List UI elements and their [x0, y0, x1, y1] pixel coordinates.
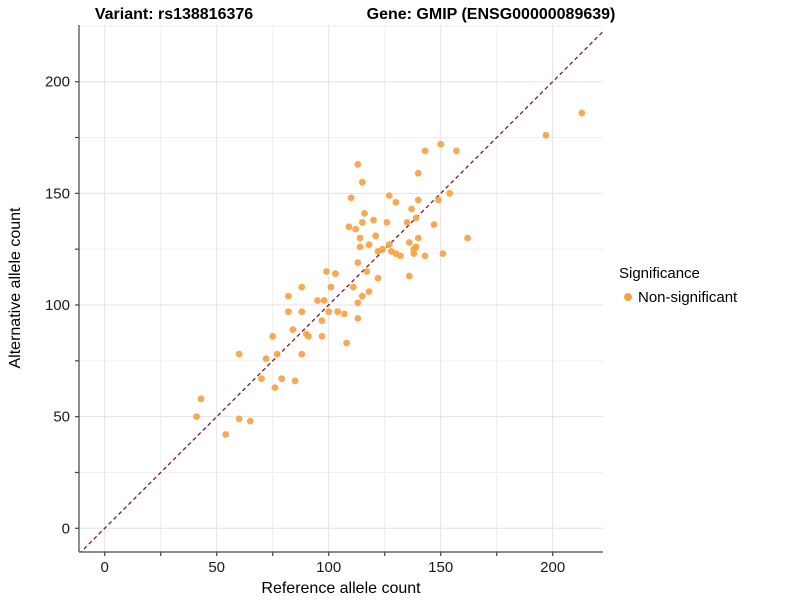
axis-lines-and-ticks — [75, 25, 603, 556]
legend-title: Significance — [619, 265, 700, 282]
svg-text:200: 200 — [540, 559, 565, 576]
svg-text:100: 100 — [316, 559, 341, 576]
gene-title: Gene: GMIP (ENSG00000089639) — [367, 6, 616, 23]
svg-text:50: 50 — [53, 409, 70, 426]
x-axis-title: Reference allele count — [261, 580, 421, 597]
scatter-points — [193, 109, 586, 438]
variant-title: Variant: rs138816376 — [95, 6, 253, 23]
svg-text:50: 50 — [208, 559, 225, 576]
svg-text:150: 150 — [45, 185, 70, 202]
svg-text:0: 0 — [62, 520, 70, 537]
svg-text:200: 200 — [45, 74, 70, 91]
identity-line — [80, 30, 603, 552]
svg-text:150: 150 — [428, 559, 453, 576]
gridlines-minor — [79, 25, 603, 552]
y-axis-title: Alternative allele count — [7, 207, 24, 369]
x-tick-labels: 0 50 100 150 200 — [101, 559, 566, 576]
legend-item-label: Non-significant — [638, 289, 738, 306]
y-tick-labels: 0 50 100 150 200 — [45, 74, 70, 538]
legend-marker-dot — [624, 293, 632, 301]
legend: Significance Non-significant — [619, 265, 738, 306]
svg-text:100: 100 — [45, 297, 70, 314]
svg-text:0: 0 — [101, 559, 109, 576]
